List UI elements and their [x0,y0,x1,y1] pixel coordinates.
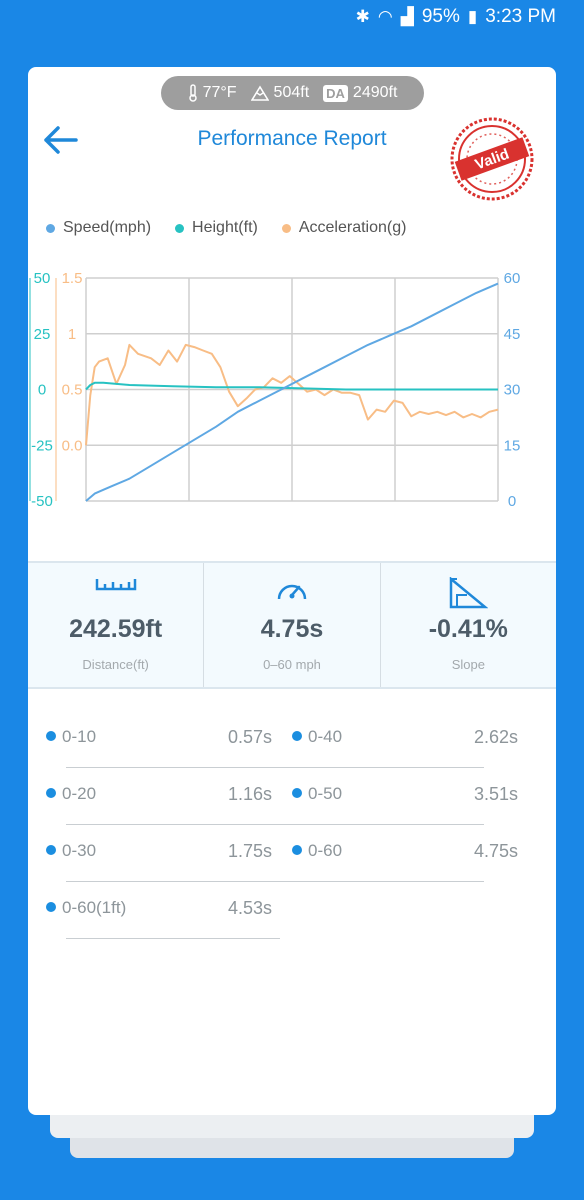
series-line-height [85,381,498,391]
battery-icon: ▮ [467,7,478,26]
status-bar: ✱ ◠ ▟ 95% ▮ 3:23 PM [0,0,584,34]
series-line-acceleration [85,343,499,446]
split-time: 2.62s [473,727,518,747]
performance-chart: 50 25 0 -25 -50 1.5 1 0.5 0.0 60 45 30 15 0 [29,270,521,510]
status-time: 3:23 PM [485,6,556,27]
split-time: 3.51s [473,784,518,804]
density-altitude-icon: DA [323,84,348,102]
legend-item-acceleration: Acceleration(g) [281,219,407,237]
speed-tick-label: 30 [504,382,521,399]
split-label: 0-40 [308,727,343,746]
acceleration-tick-label: 0.5 [62,382,83,399]
legend-dot [175,223,185,233]
stat-label: Distance(ft) [82,657,149,672]
valid-stamp: Valid [450,117,534,201]
split-row: 0-10 0.57s [46,717,272,757]
split-time: 0.57s [227,727,272,747]
legend-label: Acceleration(g) [298,219,407,236]
acceleration-tick-label: 0.0 [62,437,83,454]
stat-value: -0.41% [428,615,508,643]
speed-tick-label: 45 [504,326,521,343]
speed-tick-label: 0 [508,493,516,510]
bullet-dot [292,731,302,741]
mountain-icon [250,85,269,101]
split-row: 0-50 3.51s [292,774,518,814]
stat-slope: -0.41% Slope [379,563,556,687]
height-tick-label: 25 [34,326,51,343]
split-time: 4.75s [473,841,518,861]
height-tick-label: -50 [31,493,53,510]
split-row: 0-60 4.75s [292,831,518,871]
bullet-dot [46,731,56,741]
bullet-dot [292,845,302,855]
split-label: 0-30 [62,841,97,860]
stat-zero-to-sixty: 4.75s 0–60 mph [203,563,379,687]
acceleration-tick-label: 1.5 [62,270,83,287]
conditions-pill: 77°F 504ft DA 2490ft [161,76,424,110]
wifi-icon: ◠ [377,7,393,26]
legend-label: Speed(mph) [63,219,152,236]
page-title: Performance Report [197,127,387,150]
series-line-speed [85,282,499,502]
stats-panel: 242.59ft Distance(ft) 4.75s 0–60 mph -0.… [28,561,556,689]
legend-label: Height(ft) [192,219,258,236]
split-row: 0-60(1ft) 4.53s [46,888,272,928]
split-label: 0-60 [308,841,343,860]
split-label: 0-10 [62,727,97,746]
split-label: 0-20 [62,784,97,803]
ruler-icon [95,579,136,591]
bullet-dot [46,788,56,798]
density-altitude-value: 2490ft [352,84,398,101]
split-time: 1.16s [227,784,272,804]
divider [66,881,484,882]
split-label: 0-60(1ft) [62,898,127,917]
legend-dot [281,223,291,233]
bullet-dot [46,902,56,912]
legend-item-height: Height(ft) [175,219,258,237]
split-row: 0-20 1.16s [46,774,272,814]
split-row: 0-40 2.62s [292,717,518,757]
split-time: 1.75s [227,841,272,861]
divider [66,824,484,825]
height-tick-label: -25 [31,437,53,454]
signal-icon: ▟ [400,7,414,26]
speed-tick-label: 15 [504,437,521,454]
report-card: 77°F 504ft DA 2490ft Performance Report … [28,67,556,1115]
stat-distance: 242.59ft Distance(ft) [28,563,203,687]
height-tick-label: 50 [34,270,51,287]
stat-value: 4.75s [260,615,324,643]
legend-dot [46,223,55,233]
divider [66,767,484,768]
back-arrow-icon[interactable] [40,123,80,157]
height-tick-label: 0 [38,382,46,399]
temperature-value: 77°F [202,84,237,101]
divider [66,938,280,939]
speedometer-icon [277,584,307,600]
bluetooth-icon: ✱ [355,7,370,26]
legend-item-speed: Speed(mph) [46,219,151,237]
altitude-value: 504ft [273,84,310,101]
slope-icon [450,577,489,609]
chart-legend: Speed(mph) Height(ft) Acceleration(g) [46,219,406,237]
bullet-dot [46,845,56,855]
stat-value: 242.59ft [69,615,163,643]
split-time: 4.53s [227,898,272,918]
stat-label: 0–60 mph [263,657,321,672]
split-row: 0-30 1.75s [46,831,272,871]
split-label: 0-50 [308,784,343,803]
battery-percent: 95% [421,6,460,27]
speed-tick-label: 60 [504,270,521,287]
stat-label: Slope [451,657,485,672]
thermometer-icon [188,84,197,102]
acceleration-tick-label: 1 [68,326,76,343]
bullet-dot [292,788,302,798]
